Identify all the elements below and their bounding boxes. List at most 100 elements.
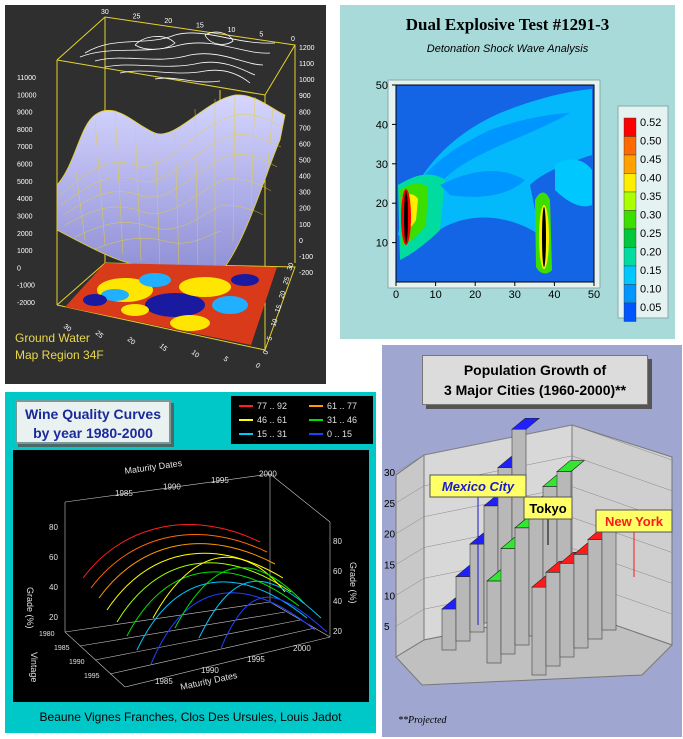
grade-tick-left: 80 [49, 523, 58, 532]
axes-frame [64, 473, 331, 688]
legend-label: 0.10 [640, 284, 661, 296]
x-tick-top: 10 [228, 27, 236, 34]
plot-background [13, 450, 369, 702]
z-tick-left: 7000 [17, 144, 33, 151]
x-tick-top: 20 [164, 18, 172, 25]
z-tick-right: 100 [299, 222, 311, 229]
legend: 0.52 0.50 0.45 0.40 0.35 0.30 0.25 0.20 0.15 0.10… [623, 117, 661, 322]
right-grade-label: Grade (%) [348, 562, 358, 604]
y-tick-bottom: 25 [282, 276, 291, 286]
y-tick-label: 50 [376, 80, 388, 92]
population-chart: 5 10 15 20 25 30 Mexico City Tokyo New York [384, 417, 673, 686]
z-tick-right: 200 [299, 206, 311, 213]
legend-label: 0.35 [640, 191, 661, 203]
gridline-left [395, 547, 425, 565]
title-line-2: by year 1980-2000 [33, 425, 153, 441]
label-box [429, 474, 527, 498]
bar-side [573, 553, 589, 649]
bar-side [486, 580, 502, 664]
z-tick-left: 5000 [17, 179, 33, 186]
bar-side [601, 530, 617, 631]
x-tick-label: 20 [469, 289, 481, 301]
bar-side [455, 576, 471, 642]
grade-tick-right: 20 [333, 627, 342, 636]
x-tick-label: 30 [509, 289, 521, 301]
y-tick-label: 30 [376, 159, 388, 171]
vintage-tick: 1990 [69, 659, 85, 666]
bar-top [511, 417, 541, 430]
legend-label: 15 .. 31 [257, 429, 287, 439]
z-tick-right: 600 [299, 141, 311, 148]
y-tick-label: 25 [384, 499, 396, 510]
grade-tick-right: 60 [333, 567, 342, 576]
x-tick-bottom: 0 [254, 362, 262, 370]
series-label: Mexico City [442, 479, 515, 494]
contour-field [396, 85, 594, 282]
plot-border [395, 84, 595, 283]
vintage-tick: 1980 [39, 631, 55, 638]
z-tick-right: 1100 [299, 61, 314, 68]
legend-label: 77 .. 92 [257, 401, 287, 411]
floor-blobs [83, 273, 259, 331]
x-tick-label: 10 [429, 289, 441, 301]
gridline-left [395, 454, 425, 473]
y-tick-bottom: 10 [270, 318, 279, 328]
x-tick-bottom: 30 [62, 323, 73, 333]
x-tick-label: 50 [588, 289, 600, 301]
gridline-back [423, 424, 573, 456]
x-tick-label: 0 [393, 289, 399, 301]
z-tick-right: -100 [299, 254, 313, 261]
label-box [523, 496, 573, 520]
wine-curve [126, 571, 300, 637]
legend-swatch [623, 265, 637, 285]
y-tick-bottom: 5 [266, 336, 274, 342]
wine-curve [90, 534, 268, 589]
x-tick-bottom: 1995 [247, 655, 265, 664]
z-tick-left: 8000 [17, 127, 33, 134]
left-grade-label: Grade (%) [25, 587, 35, 629]
annotation-line-1: Ground Water [15, 331, 90, 345]
gridline-right [571, 455, 673, 492]
bar-side [587, 539, 603, 640]
chart-title: Wine Quality Curves by year 1980-2000 [15, 400, 171, 444]
surface-gridlines [59, 94, 284, 271]
z-tick-left: 10000 [17, 92, 37, 99]
legend-box [231, 396, 373, 444]
y-tick-label: 20 [384, 530, 396, 541]
y-tick-label: 30 [384, 468, 396, 479]
grade-tick-left: 40 [49, 583, 58, 592]
y-tick-bottom: 15 [274, 304, 283, 314]
legend-swatch [623, 117, 637, 137]
y-tick-label: 5 [384, 622, 390, 633]
z-tick-right: 1200 [299, 45, 315, 52]
grade-tick-right: 80 [333, 537, 342, 546]
x-tick-top: 1990 [163, 483, 181, 492]
top-contour [79, 31, 276, 84]
x-tick-label: 40 [548, 289, 560, 301]
z-tick-right: 1000 [299, 77, 315, 84]
series-label: New York [605, 514, 664, 529]
title-line-1: Wine Quality Curves [24, 406, 162, 422]
bar-side [559, 562, 575, 658]
z-tick-right: 700 [299, 125, 311, 132]
vintage-tick: 1985 [54, 645, 70, 652]
title-line-2: 3 Major Cities (1960-2000)** [443, 382, 627, 398]
legend-swatch [623, 228, 637, 248]
y-tick-bottom: 30 [286, 262, 295, 272]
bar-side [514, 527, 530, 646]
z-tick-left: 6000 [17, 162, 33, 169]
axis-ticks: 0 10 20 30 40 50 10 20 30 40 50 [376, 80, 600, 301]
wine-curve [174, 567, 306, 629]
detonation-panel: Dual Explosive Test #1291-3 Detonation S… [340, 5, 675, 339]
z-tick-right: 800 [299, 109, 311, 116]
chart-footnote: **Projected [398, 715, 447, 726]
legend-swatch [623, 284, 637, 304]
bar-top [556, 460, 586, 472]
x-tick-top: 5 [259, 32, 263, 39]
grade-tick-right: 40 [333, 597, 342, 606]
z-tick-right: 400 [299, 174, 311, 181]
axis-ticks: 1100010000900080007000600050004000300020… [17, 9, 315, 370]
z-tick-right: 500 [299, 158, 311, 165]
z-tick-left: 9000 [17, 110, 33, 117]
